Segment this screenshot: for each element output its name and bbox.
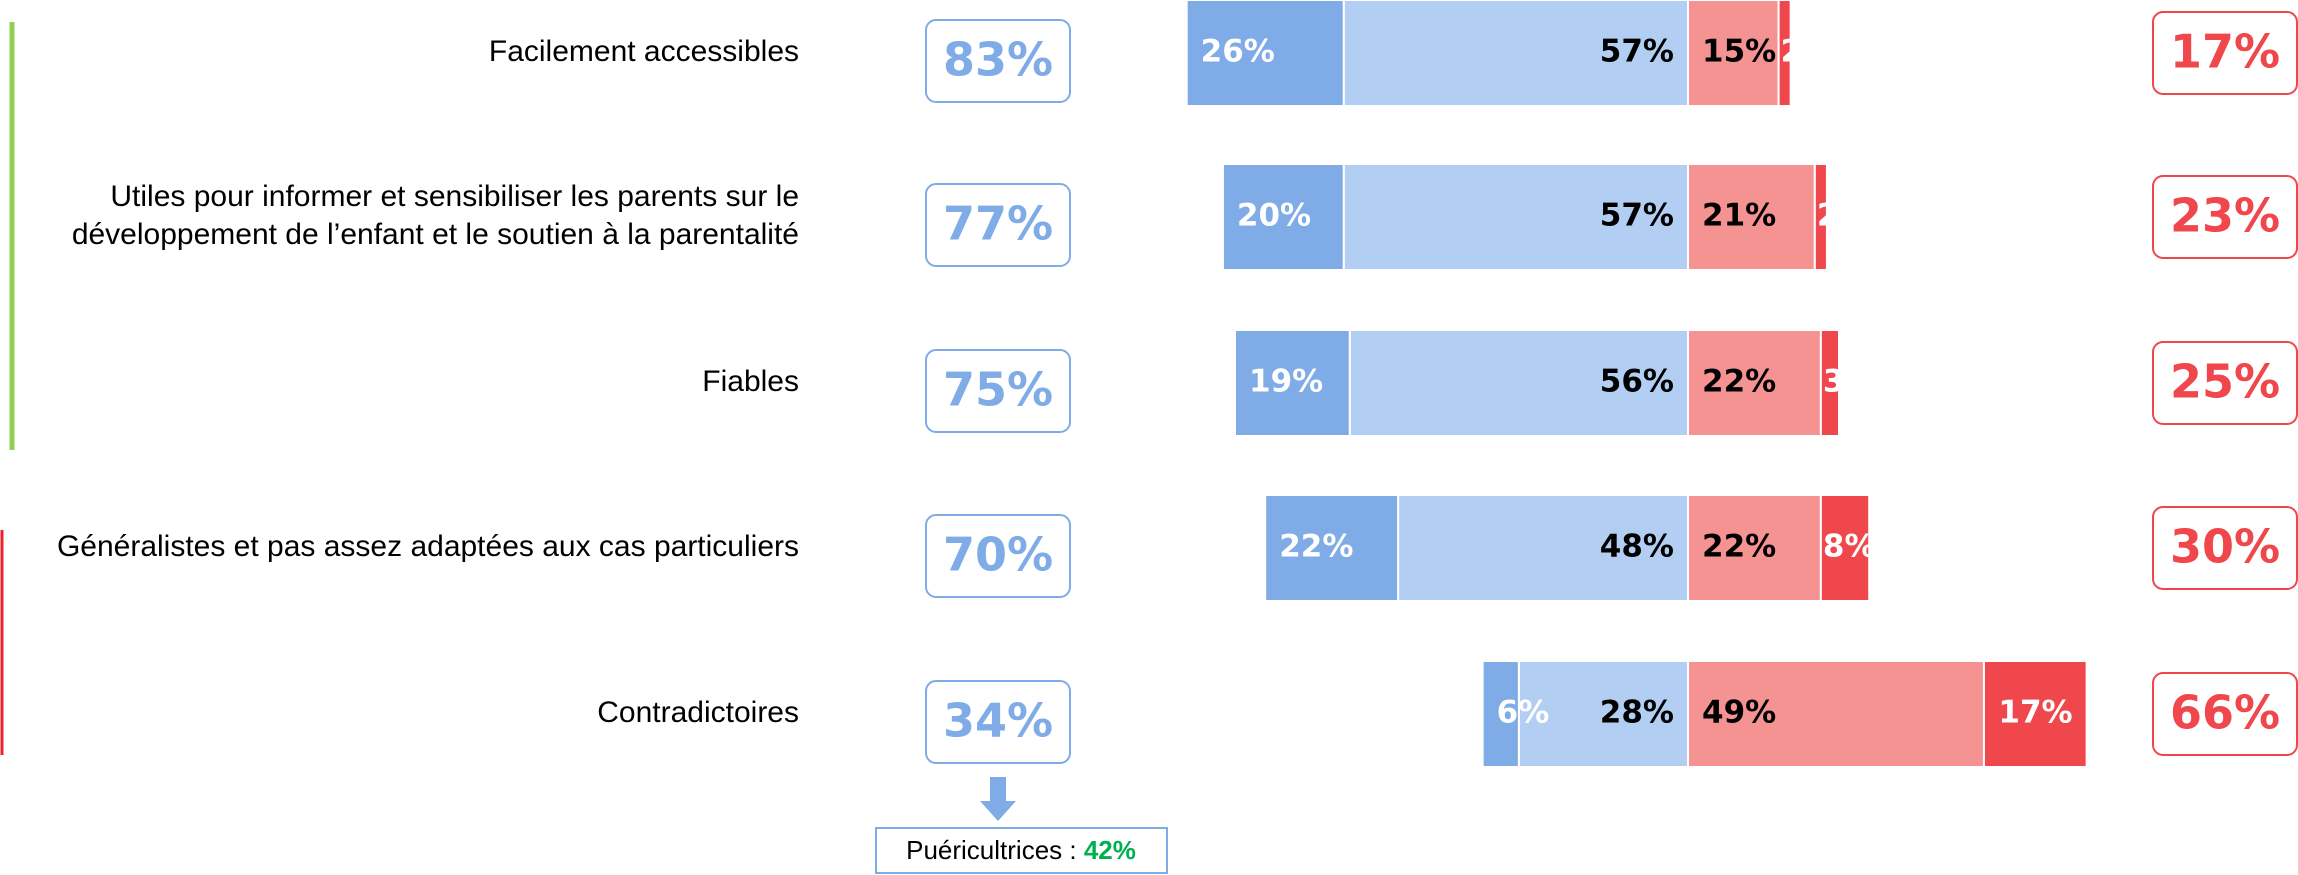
arrow [980,777,1016,821]
bar-segment [1819,494,1871,602]
bar-segment [1687,329,1822,437]
value-label: 6% [1497,695,1550,731]
value-label: 2% [1817,198,1870,234]
bar-segment [1813,163,1828,271]
total-label: 30% [2170,520,2280,574]
total-label: 34% [943,694,1053,748]
value-label: 49% [1702,695,1776,731]
value-label: 57% [1600,198,1674,234]
total-box [925,514,1071,598]
category-label: Facilement accessibles [489,35,799,68]
bar-segment [1982,660,2088,768]
callout-box [875,827,1168,874]
bar-segment [1777,0,1792,107]
category-label: Contradictoires [597,696,799,729]
bar-segment [1481,660,1520,768]
bar-segment [1264,494,1400,602]
total-box [925,349,1071,433]
value-label: 22% [1279,529,1353,565]
bar-segment [1342,0,1689,107]
value-label: 26% [1201,34,1275,70]
bar-segment [1221,163,1345,271]
value-label: 28% [1600,695,1674,731]
bar-segment [1687,163,1816,271]
value-label: 3% [1823,364,1876,400]
bar-segment [1819,329,1841,437]
total-box [2152,175,2298,259]
value-label: 48% [1600,529,1674,565]
total-box [2152,672,2298,756]
total-label: 17% [2170,25,2280,79]
callout: Puéricultrices : 42% [906,835,1136,865]
value-label: 57% [1600,34,1674,70]
value-label: 20% [1237,198,1311,234]
value-label: 8% [1823,529,1876,565]
bar-segment [1185,0,1345,107]
bar-segment [1687,660,1985,768]
category-label: Généralistes et pas assez adaptées aux c… [57,530,799,563]
total-box [2152,11,2298,95]
total-box [925,19,1071,103]
total-box [2152,341,2298,425]
bar-segment [1687,494,1822,602]
category-label: Fiables [702,365,799,398]
value-label: 22% [1702,529,1776,565]
value-label: 22% [1702,364,1776,400]
total-label: 66% [2170,686,2280,740]
bar-segment [1687,0,1780,107]
total-label: 25% [2170,355,2280,409]
total-label: 77% [943,197,1053,251]
total-label: 75% [943,363,1053,417]
callout-value: 42% [1084,835,1136,865]
value-label: 2% [1781,34,1834,70]
total-box [925,680,1071,764]
total-label: 70% [943,528,1053,582]
total-box [925,183,1071,267]
total-box [2152,506,2298,590]
callout-label: Puéricultrices : [906,835,1084,865]
bar-segment [1234,329,1351,437]
value-label: 21% [1702,198,1776,234]
value-label: 19% [1249,364,1323,400]
value-label: 17% [1998,695,2072,731]
bar-segment [1348,329,1689,437]
value-label: 56% [1600,364,1674,400]
total-label: 83% [943,33,1053,87]
bar-segment [1517,660,1689,768]
total-label: 23% [2170,189,2280,243]
category-label: Utiles pour informer et sensibiliser les… [72,180,799,251]
value-label: 15% [1702,34,1776,70]
